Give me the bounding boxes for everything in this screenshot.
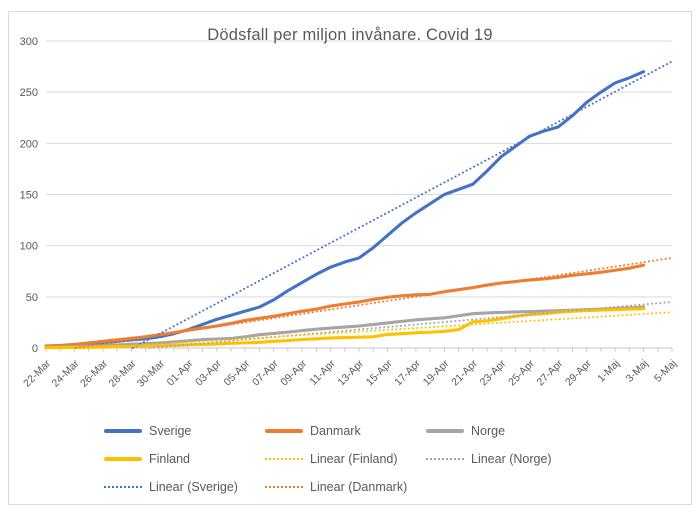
x-tick-label: 25-Apr: [506, 357, 537, 388]
x-tick-label: 21-Apr: [449, 357, 480, 388]
trendline-linear-finland: [93, 311, 673, 349]
legend-item-danmark: Danmark: [265, 424, 426, 438]
x-tick-label: 03-Apr: [193, 357, 224, 388]
linear-danmark-dotted-swatch-icon: [265, 486, 303, 488]
legend-label: Linear (Sverige): [149, 480, 238, 494]
x-tick-label: 07-Apr: [250, 357, 281, 388]
y-tick-label: 100: [20, 241, 38, 253]
x-tick-label: 13-Apr: [335, 357, 366, 388]
x-tick-label: 3-Maj: [624, 358, 651, 385]
legend-label: Linear (Norge): [471, 452, 552, 466]
legend: Sverige Danmark Norge Finland Linear (Fi…: [104, 417, 684, 501]
y-tick-label: 200: [20, 138, 38, 150]
legend-item-linear-danmark: Linear (Danmark): [265, 480, 426, 494]
legend-label: Linear (Danmark): [310, 480, 408, 494]
legend-item-finland: Finland: [104, 452, 265, 466]
y-tick-label: 250: [20, 87, 38, 99]
legend-item-linear-finland: Linear (Finland): [265, 452, 426, 466]
legend-row: Finland Linear (Finland) Linear (Norge): [104, 445, 684, 473]
x-tick-label: 19-Apr: [421, 357, 452, 388]
linear-sverige-dotted-swatch-icon: [104, 486, 142, 488]
series-norge-line: [44, 305, 646, 349]
chart-title: Dödsfall per miljon invånare. Covid 19: [207, 26, 493, 44]
legend-row: Sverige Danmark Norge: [104, 417, 684, 445]
x-tick-label: 28-Mar: [106, 357, 138, 389]
legend-item-linear-norge: Linear (Norge): [426, 452, 587, 466]
finland-line-swatch-icon: [104, 457, 142, 461]
legend-item-norge: Norge: [426, 424, 587, 438]
x-tick-label: 22-Mar: [21, 357, 53, 389]
linear-finland-dotted-swatch-icon: [265, 458, 303, 460]
x-tick-label: 17-Apr: [392, 357, 423, 388]
x-tick-label: 27-Apr: [535, 357, 566, 388]
x-tick-label: 1-Maj: [595, 358, 622, 385]
danmark-line-swatch-icon: [265, 429, 303, 433]
x-tick-label: 29-Apr: [563, 357, 594, 388]
sverige-line-swatch-icon: [104, 429, 142, 433]
x-tick-label: 24-Mar: [50, 357, 82, 389]
series-danmark-line: [44, 263, 646, 348]
legend-item-sverige: Sverige: [104, 424, 265, 438]
trendline-linear-danmark: [74, 256, 673, 349]
legend-label: Linear (Finland): [310, 452, 398, 466]
x-tick-label: 26-Mar: [78, 357, 110, 389]
linear-norge-dotted-swatch-icon: [426, 458, 464, 460]
y-tick-label: 150: [20, 190, 38, 202]
y-tick-label: 300: [20, 36, 38, 48]
y-tick-label: 50: [26, 292, 38, 304]
trendline-linear-sverige: [131, 60, 673, 349]
x-tick-label: 30-Mar: [135, 357, 167, 389]
x-tick-label: 09-Apr: [278, 357, 309, 388]
x-tick-label: 23-Apr: [478, 357, 509, 388]
chart-container[interactable]: 0 50 100 150 200 250 300 22-Mar 24-Mar 26-Mar 28-M…: [8, 11, 692, 505]
x-tick-label: 11-Apr: [307, 357, 338, 388]
trendline-linear-norge: [148, 300, 673, 349]
x-tick-label: 01-Apr: [165, 357, 196, 388]
legend-label: Danmark: [310, 424, 361, 438]
x-tick-label: 05-Apr: [222, 357, 253, 388]
x-tick-label: 5-Maj: [652, 358, 679, 385]
legend-label: Sverige: [149, 424, 192, 438]
legend-label: Norge: [471, 424, 506, 438]
legend-item-linear-sverige: Linear (Sverige): [104, 480, 265, 494]
legend-row: Linear (Sverige) Linear (Danmark): [104, 473, 684, 501]
y-tick-label: 0: [32, 343, 38, 355]
series-sverige-line: [44, 70, 646, 349]
norge-line-swatch-icon: [426, 429, 464, 433]
legend-label: Finland: [149, 452, 190, 466]
x-tick-label: 15-Apr: [364, 357, 395, 388]
